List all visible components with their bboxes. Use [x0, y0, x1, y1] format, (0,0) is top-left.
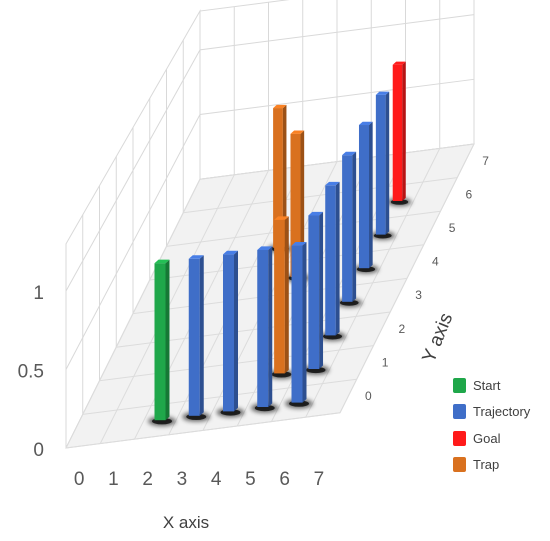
- bar-goal-top: [392, 61, 406, 65]
- bar-trap-front: [273, 108, 283, 248]
- bar-trajectory-front: [375, 94, 386, 235]
- bar-trajectory-side: [234, 250, 238, 412]
- z-tick-label: 0.5: [18, 362, 44, 383]
- z-gridline: [65, 78, 475, 370]
- bar-trajectory-top: [375, 91, 390, 95]
- bar-trajectory-side: [335, 181, 340, 336]
- bar-trajectory-side: [199, 255, 204, 416]
- bar-trajectory-top: [325, 181, 340, 186]
- bar-trajectory-front: [257, 250, 269, 407]
- bar-trajectory-front: [308, 215, 320, 369]
- bar-trap-side: [284, 216, 289, 374]
- x-tick-label: 0: [74, 469, 85, 490]
- legend-item-start: Start: [453, 372, 530, 399]
- bar-start: [154, 259, 170, 421]
- bar-trajectory-top: [291, 242, 307, 246]
- bar-trajectory-side: [268, 246, 273, 407]
- legend-label-start: Start: [473, 377, 501, 393]
- bar-trajectory-top: [308, 211, 324, 216]
- bar-trap-side: [282, 104, 287, 248]
- bar-trajectory: [308, 211, 324, 369]
- bar-trajectory-side: [369, 121, 373, 269]
- bar-trajectory-top: [342, 151, 357, 156]
- y-tick-label: 6: [466, 187, 473, 201]
- bar-trajectory-top: [188, 255, 204, 259]
- floor-gridline: [199, 143, 475, 180]
- legend-swatch-goal: [453, 430, 466, 446]
- bar-trajectory: [291, 242, 307, 403]
- bars: [154, 61, 406, 421]
- legend-label-trap: Trap: [473, 457, 500, 473]
- z-gridline: [65, 14, 475, 292]
- y-tick-label: 2: [399, 322, 406, 336]
- bar-trajectory-front: [358, 125, 370, 269]
- z-tick-label: 0: [33, 440, 44, 461]
- x-tick-label: 1: [108, 469, 119, 490]
- bar-trajectory-top: [223, 250, 238, 255]
- bar-trajectory: [188, 255, 204, 416]
- bar-goal-front: [392, 64, 403, 201]
- bar-trajectory-front: [325, 185, 336, 336]
- legend: Start Trajectory Goal Trap: [453, 372, 530, 478]
- y-tick-label: 4: [432, 255, 439, 269]
- bar-trajectory: [325, 181, 340, 336]
- bar-trap-top: [273, 104, 287, 109]
- bar-trajectory-front: [342, 155, 353, 302]
- bar-trap: [274, 216, 289, 374]
- bar-trajectory-front: [188, 258, 200, 416]
- bar-trajectory: [342, 151, 357, 302]
- bar-trap: [290, 130, 305, 277]
- bar-trap-top: [290, 130, 305, 134]
- y-tick-label: 7: [482, 154, 489, 168]
- x-tick-label: 6: [279, 469, 290, 490]
- bar-start-front: [154, 263, 166, 421]
- bar-trajectory-side: [352, 151, 357, 302]
- bar-trap: [273, 104, 287, 248]
- bar-trajectory: [257, 246, 273, 407]
- y-tick-label: 1: [382, 355, 389, 369]
- legend-swatch-start: [453, 377, 466, 393]
- legend-item-trap: Trap: [453, 452, 530, 479]
- bar-trajectory: [375, 91, 390, 235]
- legend-label-goal: Goal: [473, 430, 501, 446]
- bar-trap-front: [290, 133, 301, 277]
- legend-item-goal: Goal: [453, 425, 530, 452]
- x-tick-label: 2: [142, 469, 153, 490]
- bar-trajectory-top: [358, 121, 373, 126]
- z-tick-label: 1: [33, 283, 44, 304]
- bar-trap-front: [274, 219, 285, 374]
- y-tick-label: 0: [365, 389, 372, 403]
- x-tick-label: 7: [314, 469, 325, 490]
- bar-start-top: [154, 259, 170, 264]
- legend-item-trajectory: Trajectory: [453, 399, 530, 426]
- bar-start-side: [165, 259, 170, 421]
- legend-label-trajectory: Trajectory: [473, 404, 531, 420]
- bar-goal-side: [402, 61, 406, 202]
- y-tick-label: 5: [449, 221, 456, 235]
- bar-trajectory-top: [257, 246, 273, 250]
- bar-trajectory-front: [223, 254, 234, 412]
- x-tick-label: 4: [211, 469, 222, 490]
- legend-swatch-trajectory: [453, 404, 466, 420]
- bar-trajectory: [358, 121, 373, 269]
- floor-gridline: [82, 378, 357, 415]
- floor-gridline: [65, 412, 341, 449]
- bar-trap-top: [274, 216, 289, 220]
- x-tick-label: 3: [177, 469, 188, 490]
- floor-gridline: [183, 177, 458, 214]
- bar-trap-side: [300, 130, 305, 277]
- x-tick-label: 5: [245, 469, 256, 490]
- bar-trajectory: [223, 250, 238, 412]
- bar-trajectory-side: [302, 242, 307, 403]
- x-axis-title: X axis: [163, 513, 209, 532]
- y-tick-label: 3: [415, 288, 422, 302]
- bar-trajectory-side: [385, 91, 390, 235]
- y-axis-title: Y axis: [419, 310, 458, 366]
- bar-trajectory-side: [319, 211, 324, 369]
- bar-goal: [392, 61, 406, 202]
- legend-swatch-trap: [453, 457, 466, 473]
- bar-trajectory-front: [291, 245, 303, 403]
